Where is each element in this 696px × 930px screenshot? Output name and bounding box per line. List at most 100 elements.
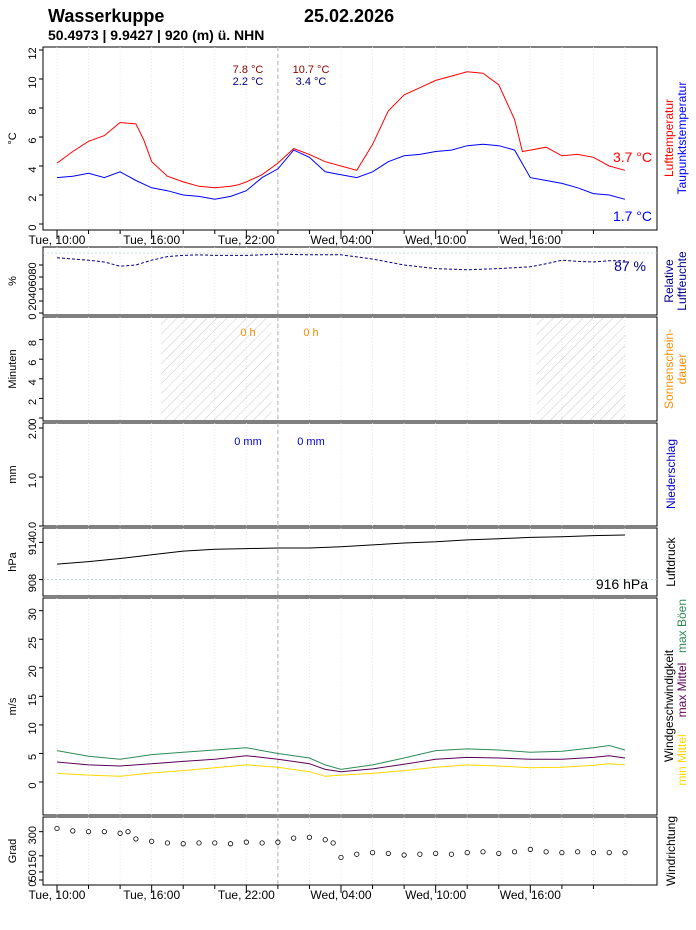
y-axis-label: % (7, 276, 19, 286)
wind-direction-point (590, 850, 597, 856)
wind-direction-point (164, 840, 171, 846)
x-tick-label: Wed, 04:00 (310, 888, 371, 902)
sunshine-side-label-2: dauer (675, 354, 689, 385)
y-tick-label: 10 (27, 76, 39, 88)
sunshine-side-label-1: Sonnenschein- (662, 329, 676, 409)
wind-direction-point (448, 851, 455, 857)
x-tick-label: Tue, 10:00 (29, 233, 86, 247)
current-pressure: 916 hPa (596, 576, 648, 592)
wind-gust-line (56, 744, 626, 770)
pressure-line (56, 534, 626, 565)
x-tick-label: Tue, 10:00 (29, 888, 86, 902)
precip-side-label: Niederschlag (664, 439, 678, 509)
panel-frame (42, 816, 658, 886)
y-tick-label: 6 (27, 360, 39, 366)
report-date: 25.02.2026 (304, 6, 395, 26)
wind-direction-point (575, 849, 581, 855)
y-tick-label: 5 (27, 754, 39, 760)
wind-direction-point (149, 838, 155, 844)
y-tick-label: 0 (27, 880, 39, 886)
y-tick-label: 2 (27, 399, 39, 405)
day2-max-air-temp: 10.7 °C (293, 64, 330, 76)
wind-direction-point (54, 825, 60, 832)
wind-direction-point (291, 835, 297, 841)
wind-direction-point (401, 852, 407, 858)
wind-direction-point (101, 829, 107, 835)
wind-direction-point (259, 840, 265, 846)
y-tick-label: 908 (27, 574, 39, 592)
wind-min-mean-legend: min Mittel (675, 734, 689, 785)
wind-direction-point (527, 846, 533, 852)
y-tick-label: 15 (27, 694, 39, 706)
y-axis-label: mm (7, 465, 19, 483)
y-tick-label: 50 (27, 869, 39, 881)
y-tick-label: 6 (27, 137, 39, 143)
y-tick-label: 300 (27, 826, 39, 844)
wind-direction-point (330, 840, 336, 846)
station-location: 50.4973 | 9.9427 | 920 (m) ü. NHN (48, 27, 265, 43)
day2-sunshine-total: 0 h (303, 327, 318, 339)
wind-direction-point (117, 830, 123, 836)
wind-direction-point (180, 841, 186, 847)
y-tick-label: 40 (27, 286, 39, 298)
y-tick-label: 20 (27, 298, 39, 310)
wind-direction-point (559, 850, 565, 856)
y-axis-label: Minuten (7, 349, 19, 388)
y-tick-label: 0 (27, 224, 39, 230)
wind-direction-point (243, 839, 249, 845)
day2-precip-total: 0 mm (297, 436, 325, 448)
dewpoint-line (56, 143, 626, 200)
wind-direction-point (227, 841, 234, 847)
wind-direction-point (369, 850, 376, 856)
wind-direction-point (433, 850, 439, 857)
panel-frame (42, 422, 658, 527)
x-tick-label: Wed, 16:00 (500, 888, 561, 902)
day2-max-dewpoint: 3.4 °C (296, 76, 327, 88)
x-tick-label: Wed, 10:00 (405, 888, 466, 902)
wind-direction-point (606, 850, 612, 856)
y-tick-label: 1.0 (27, 473, 39, 488)
wind-max-mean-line (56, 755, 626, 773)
current-humidity: 87 % (614, 258, 646, 274)
y-tick-label: 25 (27, 637, 39, 649)
humidity-side-label-1: Relative (662, 259, 676, 303)
wind-direction-side-label: Windrichtung (664, 816, 678, 886)
y-tick-label: 4 (27, 379, 39, 385)
x-tick-label: Tue, 22:00 (218, 233, 275, 247)
day1-max-dewpoint: 2.2 °C (233, 76, 264, 88)
y-tick-label: 0 (27, 313, 39, 319)
y-axis-label: hPa (7, 551, 19, 571)
panel-frame (42, 527, 658, 597)
panel-frame (42, 597, 658, 816)
wind-direction-point (385, 850, 391, 857)
y-tick-label: 2.0 (27, 424, 39, 439)
y-tick-label: 4 (27, 166, 39, 172)
wind-direction-point (511, 849, 518, 855)
wind-direction-point (306, 834, 313, 840)
y-tick-label: 60 (27, 274, 39, 286)
pressure-side-label: Luftdruck (664, 536, 678, 586)
wind-direction-point (338, 854, 344, 861)
wind-direction-point (354, 851, 360, 857)
wind-direction-point (275, 839, 281, 845)
night-hatch (161, 318, 272, 420)
y-tick-label: 8 (27, 340, 39, 346)
y-axis-label: Grad (7, 839, 19, 863)
current-dewpoint: 1.7 °C (613, 208, 652, 224)
x-tick-label: Wed, 16:00 (500, 233, 561, 247)
y-tick-label: 12 (27, 47, 39, 59)
x-tick-label: Tue, 22:00 (218, 888, 275, 902)
wind-max-mean-legend: max Mittel (675, 663, 689, 718)
dewpoint-side-label: Taupunktstemperatur (675, 82, 689, 195)
wind-direction-point (133, 836, 139, 842)
wind-min-mean-line (56, 763, 626, 777)
wind-direction-point (212, 840, 218, 846)
current-air-temp: 3.7 °C (613, 149, 652, 165)
wind-speed-side-label: Windgeschwindigkeit (662, 649, 676, 762)
panel-frame (42, 246, 658, 316)
y-tick-label: 0 (27, 418, 39, 424)
y-tick-label: 20 (27, 665, 39, 677)
station-name: Wasserkuppe (48, 6, 165, 26)
humidity-side-label-2: Luftfeuchte (675, 251, 689, 311)
y-tick-label: 30 (27, 608, 39, 620)
